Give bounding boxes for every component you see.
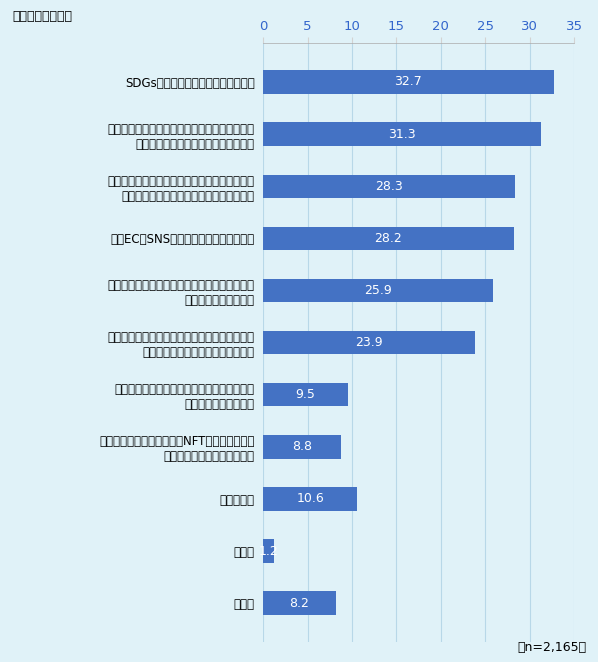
Bar <box>263 435 341 459</box>
Text: （％、複数回答）: （％、複数回答） <box>12 10 72 23</box>
Text: 28.2: 28.2 <box>374 232 402 245</box>
Bar <box>263 487 357 510</box>
Text: 23.9: 23.9 <box>355 336 383 349</box>
Text: 9.5: 9.5 <box>295 388 315 401</box>
Bar <box>263 591 336 615</box>
Bar <box>263 279 493 302</box>
Bar <box>263 540 274 563</box>
Text: 1.2: 1.2 <box>258 545 278 557</box>
Text: 28.3: 28.3 <box>375 179 402 193</box>
Text: 31.3: 31.3 <box>388 128 416 140</box>
Bar <box>263 122 541 146</box>
Bar <box>263 383 347 406</box>
Text: 32.7: 32.7 <box>395 75 422 89</box>
Text: 8.8: 8.8 <box>292 440 312 453</box>
Bar <box>263 175 514 198</box>
Bar <box>263 70 554 94</box>
Text: 10.6: 10.6 <box>297 493 324 506</box>
Text: 25.9: 25.9 <box>364 284 392 297</box>
Bar <box>263 226 514 250</box>
Text: （n=2,165）: （n=2,165） <box>517 641 586 654</box>
Bar <box>263 331 475 354</box>
Text: 8.2: 8.2 <box>289 596 310 610</box>
